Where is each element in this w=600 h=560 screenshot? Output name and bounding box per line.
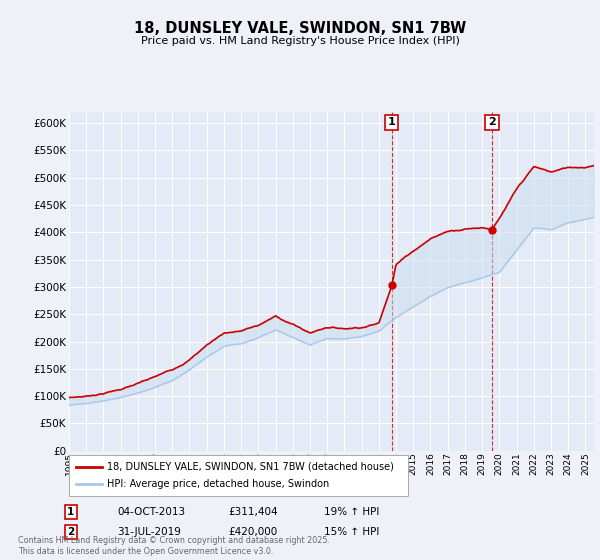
- Text: 18, DUNSLEY VALE, SWINDON, SN1 7BW (detached house): 18, DUNSLEY VALE, SWINDON, SN1 7BW (deta…: [107, 461, 394, 472]
- Text: 1: 1: [67, 507, 74, 517]
- Text: 2: 2: [488, 118, 496, 128]
- Text: 31-JUL-2019: 31-JUL-2019: [117, 527, 181, 537]
- Text: Price paid vs. HM Land Registry's House Price Index (HPI): Price paid vs. HM Land Registry's House …: [140, 36, 460, 46]
- Text: HPI: Average price, detached house, Swindon: HPI: Average price, detached house, Swin…: [107, 479, 329, 489]
- Text: Contains HM Land Registry data © Crown copyright and database right 2025.
This d: Contains HM Land Registry data © Crown c…: [18, 536, 330, 556]
- Text: 2: 2: [67, 527, 74, 537]
- Text: 1: 1: [388, 118, 395, 128]
- Text: 15% ↑ HPI: 15% ↑ HPI: [324, 527, 379, 537]
- Text: 19% ↑ HPI: 19% ↑ HPI: [324, 507, 379, 517]
- Text: £420,000: £420,000: [228, 527, 277, 537]
- Text: 04-OCT-2013: 04-OCT-2013: [117, 507, 185, 517]
- Text: 18, DUNSLEY VALE, SWINDON, SN1 7BW: 18, DUNSLEY VALE, SWINDON, SN1 7BW: [134, 21, 466, 36]
- Text: £311,404: £311,404: [228, 507, 278, 517]
